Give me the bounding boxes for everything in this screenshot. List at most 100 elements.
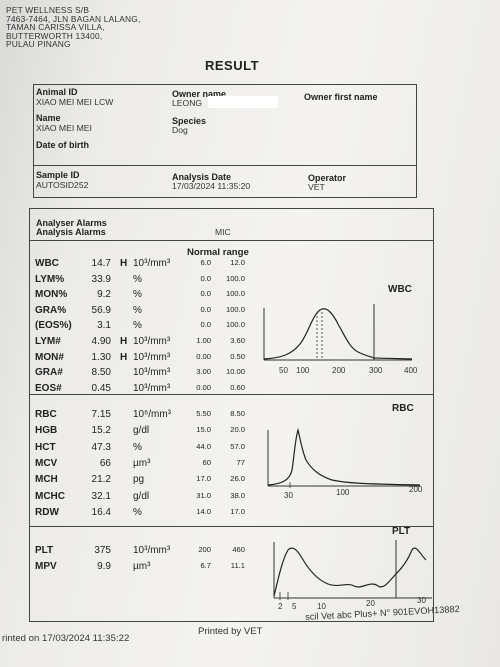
parameter-name: HGB [35,425,58,437]
parameter-name: RDW [35,506,59,518]
range-low: 6.7 [200,561,211,570]
range-low: 15.0 [196,425,211,435]
parameter-value: 47.3 [91,441,111,453]
operator-value: VET [308,182,325,192]
range-high: 20.0 [230,425,245,435]
parameter-name: (EOS%) [35,320,72,332]
species-label: Species [172,116,207,126]
parameter-unit: 10³/mm³ [133,258,171,269]
clinic-line: PULAU PINANG [6,39,71,50]
parameter-value: 56.9 [91,304,111,316]
parameter-row: HGB 15.2 g/dl 15.0 20.0 [35,425,255,438]
parameter-unit: g/dl [133,490,150,502]
parameter-row: HCT 47.3% 44.0 57.0 [35,442,255,455]
range-high: 0.50 [230,351,245,361]
name-value: XIAO MEI MEI [36,123,92,133]
parameter-name: RBC [35,409,57,420]
analysis-date-value: 17/03/2024 11:35:20 [172,181,251,191]
range-high: 12.0 [230,258,245,267]
parameter-name: PLT [35,545,54,556]
parameter-value: 21.2 [91,474,111,486]
range-low: 0.0 [200,273,211,283]
range-low: 0.00 [196,351,211,361]
parameter-unit: 10³/mm³ [133,545,171,556]
plt-histogram: PLT 2 5 10 20 30 [273,526,432,611]
range-low: 1.00 [196,336,211,345]
parameter-value: 66 [99,457,111,469]
analysis-alarms-label: Analysis Alarms [36,227,106,237]
parameter-unit: 10⁶/mm³ [133,409,172,420]
clinic-line: 7463-7464, JLN BAGAN LALANG, [6,13,141,24]
parameter-unit: pg [133,474,145,486]
rbc-tick: 100 [336,488,350,497]
parameter-row: GRA# 8.50 10³/mm³ 3.00 10.00 [35,367,255,380]
parameter-row: EOS# 0.45 10³/mm³ 0.00 0.60 [35,383,255,396]
range-low: 0.0 [200,320,211,330]
parameter-row: MCV 66 µm³ 60 77 [35,458,255,471]
range-high: 10.00 [225,367,245,377]
range-low: 6.0 [200,258,211,267]
range-high: 100.0 [225,304,245,314]
parameter-value: 15.2 [91,425,111,437]
animal-id-label: Animal ID [36,87,78,97]
parameter-row: MCH 21.2 pg 17.0 26.0 [35,474,255,487]
redaction-box [208,96,278,108]
range-low: 5.50 [196,409,211,418]
clinic-line: BUTTERWORTH 13400, [6,30,103,41]
wbc-tick: 300 [369,366,383,375]
plt-tick: 10 [317,602,326,611]
parameter-unit: 10³/mm³ [133,382,171,394]
page-title: RESULT [205,58,260,73]
sample-id-label: Sample ID [36,170,80,180]
parameter-value: 33.9 [91,273,111,285]
printed-on: rinted on 17/03/2024 11:35:22 [2,633,130,644]
owner-first-name-label: Owner first name [304,92,378,102]
parameter-value: 7.15 [91,409,111,420]
parameter-value: 9.2 [97,289,111,301]
range-high: 100.0 [225,320,245,330]
parameter-row: RBC 7.15 10⁶/mm³ 5.50 8.50 [35,409,255,422]
parameter-unit: g/dl [133,425,150,437]
parameter-value: 14.7 [91,258,111,269]
parameter-row: LYM% 33.9% 0.0 100.0 [35,274,255,287]
parameter-unit: % [133,289,142,301]
clinic-address: PET WELLNESS S/B 7463-7464, JLN BAGAN LA… [6,6,141,49]
patient-info-box [33,84,417,198]
rbc-tick: 200 [409,485,423,494]
parameter-value: 9.9 [97,561,111,572]
analysis-alarms-value: MIC [215,227,231,237]
parameter-value: 16.4 [91,506,111,518]
range-high: 77 [236,457,245,467]
plt-tick: 2 [278,602,283,611]
range-high: 17.0 [230,506,245,516]
parameter-value: 0.45 [91,382,111,394]
parameter-unit: µm³ [133,561,151,572]
parameter-unit: 10³/mm³ [133,351,171,363]
printed-by: Printed by VET [198,626,263,637]
parameter-unit: µm³ [133,457,151,469]
parameter-value: 3.1 [97,320,111,332]
dob-label: Date of birth [36,140,89,150]
sample-id-value: AUTOSID252 [36,180,89,190]
range-low: 0.00 [196,382,211,392]
parameter-unit: 10³/mm³ [133,336,171,347]
range-high: 26.0 [230,474,245,484]
parameter-value: 375 [94,545,111,556]
wbc-tick: 200 [332,366,346,375]
range-low: 0.0 [200,304,211,314]
parameter-name: WBC [35,258,59,269]
divider [33,165,416,166]
operator-label: Operator [308,173,347,183]
range-high: 3.60 [230,336,245,345]
parameter-value: 4.90 [91,336,111,347]
range-high: 38.0 [230,490,245,500]
plt-tick: 30 [417,596,426,605]
parameter-name: MCHC [35,490,65,502]
animal-id-value: XIAO MEI MEI LCW [36,97,114,107]
parameter-unit: % [133,273,142,285]
parameter-name: LYM% [35,273,65,285]
wbc-tick: 50 [279,366,288,375]
owner-name-value: LEONG [172,98,203,108]
parameter-name: LYM# [35,336,61,347]
